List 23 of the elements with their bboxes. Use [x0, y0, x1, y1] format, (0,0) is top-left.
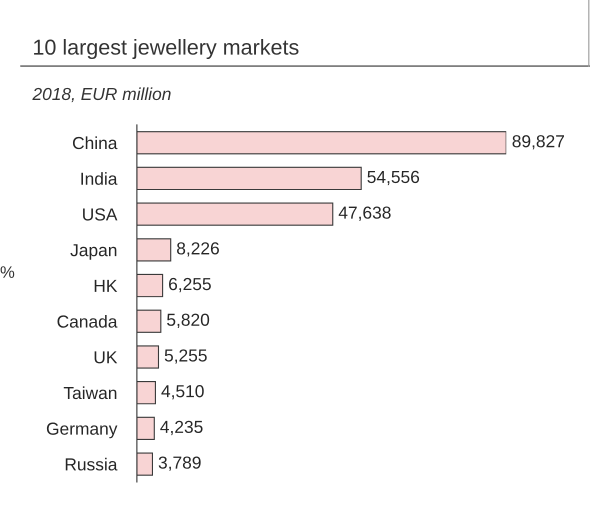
data-label: 8,226: [177, 242, 219, 257]
y-tick-label: Russia: [66, 458, 118, 471]
text: %: [0, 266, 14, 278]
data-label: 4,235: [160, 420, 203, 436]
chart-subtitle: 2018, EUR million: [32, 87, 171, 102]
data-label: 47,638: [338, 206, 391, 221]
y-tick-label: Canada: [58, 314, 118, 328]
data-label: 5,820: [167, 314, 210, 328]
y-tick-label: China: [72, 136, 118, 150]
y-tick-label: India: [81, 172, 118, 185]
y-tick-label: USA: [83, 208, 118, 221]
y-tick-label: HK: [94, 280, 118, 292]
data-label: 6,255: [169, 278, 211, 292]
y-tick-label: Germany: [46, 422, 118, 438]
data-label: 54,556: [367, 170, 420, 186]
data-label: 89,827: [512, 135, 564, 150]
data-label: 3,789: [158, 456, 201, 471]
y-tick-label: UK: [94, 351, 118, 364]
y-tick-label: Japan: [70, 244, 116, 260]
y-tick-label: Taiwan: [64, 386, 116, 400]
data-label: 4,510: [161, 385, 204, 400]
data-label: 5,255: [164, 349, 207, 364]
chart-title: 10 largest jewellery markets: [34, 38, 298, 60]
